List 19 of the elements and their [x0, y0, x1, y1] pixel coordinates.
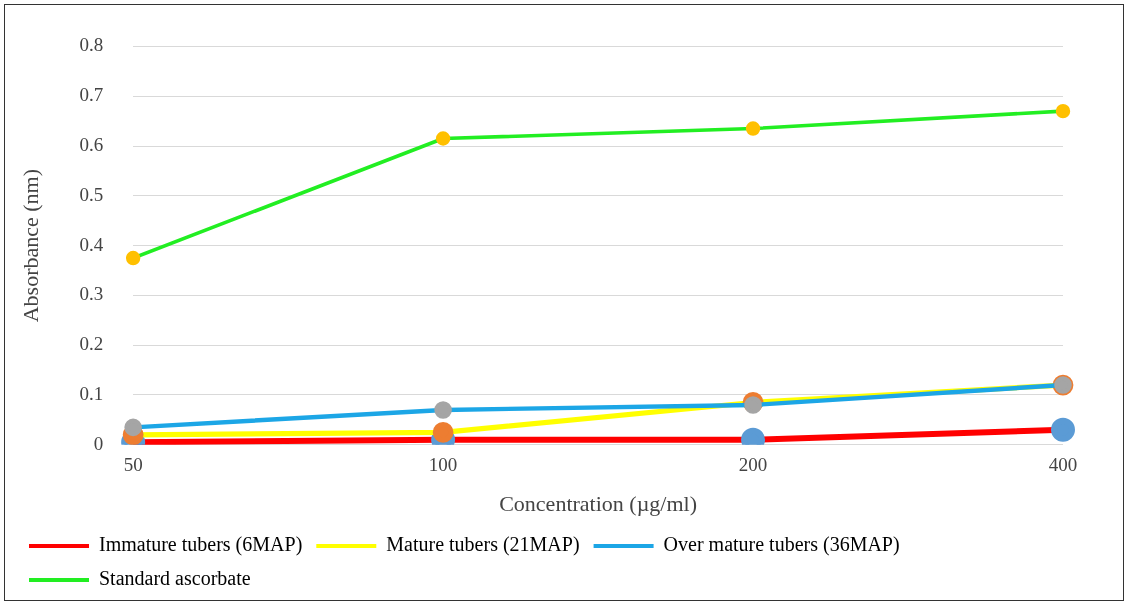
y-tick-label: 0.5: [79, 183, 104, 205]
y-tick-label: 0.4: [79, 233, 104, 255]
y-tick-label: 0.2: [79, 333, 104, 355]
x-tick-label: 400: [1048, 454, 1078, 476]
y-axis-title: Absorbance (nm): [17, 168, 43, 323]
legend-label: Immature tubers (6MAP): [99, 533, 303, 557]
y-tick-label: 0.3: [79, 283, 104, 305]
y-tick-label: 0.1: [79, 382, 104, 404]
x-tick-label: 100: [428, 454, 458, 476]
y-tick-label: 0.7: [79, 84, 104, 106]
x-axis-title: Concentration (µg/ml): [499, 490, 697, 516]
x-tick-label: 50: [123, 454, 143, 476]
y-tick-label: 0.8: [79, 34, 104, 56]
legend-label: Mature tubers (21MAP): [386, 533, 580, 557]
y-tick-label: 0.6: [79, 133, 104, 155]
legend-label: Over mature tubers (36MAP): [663, 533, 900, 557]
legend-label: Standard ascorbate: [99, 567, 251, 590]
y-tick-label: 0: [93, 432, 104, 454]
x-tick-label: 200: [738, 454, 768, 476]
